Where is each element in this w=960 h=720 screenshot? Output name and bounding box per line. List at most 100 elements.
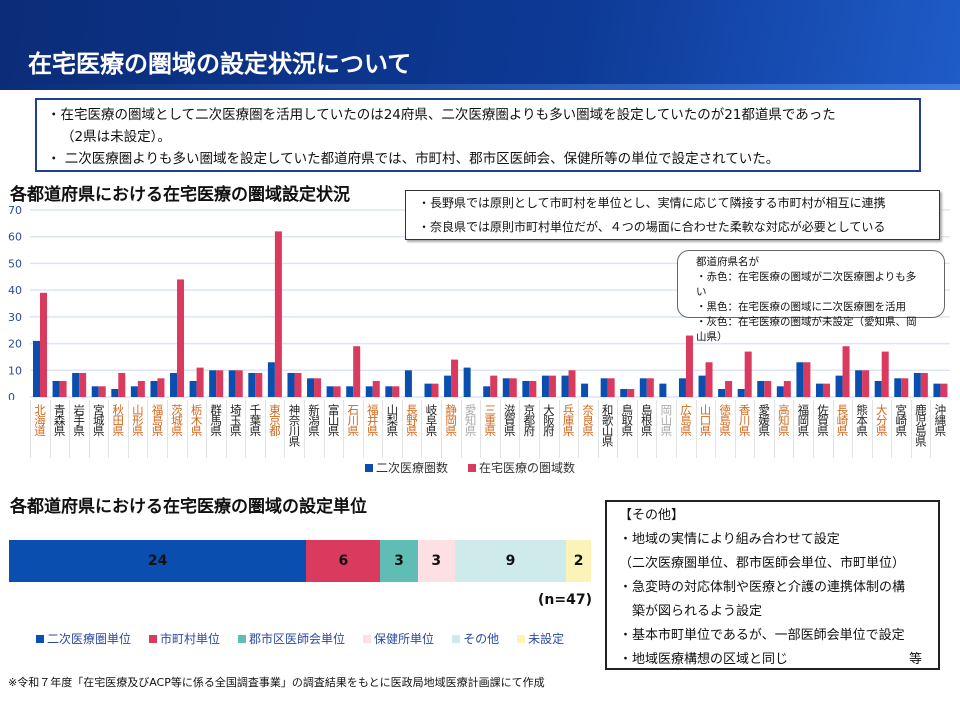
bar-secondary <box>815 383 823 397</box>
bar-home-care <box>803 362 811 397</box>
x-tick-label: 東京都 <box>264 400 284 458</box>
bar-home-care <box>783 380 791 397</box>
bar-secondary <box>698 375 706 397</box>
x-tick-label: 神奈川県 <box>284 400 303 458</box>
x-tick-label: 千葉県 <box>245 400 264 458</box>
bar-secondary <box>483 386 491 397</box>
other-line: ・基本市町単位であるが、一部医師会単位で設定 <box>619 628 905 643</box>
title-strip <box>0 84 960 90</box>
x-tick-label: 奈良県 <box>578 400 597 458</box>
x-tick-label: 長野県 <box>401 400 421 458</box>
bar-home-care <box>157 378 165 397</box>
x-tick-label: 香川県 <box>734 400 754 458</box>
x-tick-label: 沖縄県 <box>930 400 949 458</box>
color-legend-item: ・灰色：在宅医療の圏域が未設定（愛知県、岡山県） <box>696 316 917 343</box>
bar-secondary <box>228 370 236 397</box>
y-tick-label: 30 <box>8 311 22 324</box>
x-tick-label: 愛媛県 <box>754 400 773 458</box>
bar-secondary <box>776 386 784 397</box>
bar-secondary <box>189 380 197 397</box>
bar-home-care <box>353 346 361 397</box>
legend-item: 在宅医療の圏域数 <box>468 459 575 476</box>
x-tick-label: 宮崎県 <box>891 400 910 458</box>
bar-secondary <box>248 372 256 397</box>
bar-secondary <box>170 372 178 397</box>
bar-secondary <box>463 367 471 397</box>
bar-home-care <box>764 380 772 397</box>
bar-home-care <box>509 378 517 397</box>
x-tick-label: 鳥取県 <box>617 400 636 458</box>
bar-home-care <box>881 351 889 397</box>
bar-secondary <box>502 378 510 397</box>
other-line: 築が図られるよう設定 <box>619 604 763 619</box>
x-tick-label: 佐賀県 <box>812 400 832 458</box>
bar-secondary <box>541 375 549 397</box>
x-tick-label: 埼玉県 <box>225 400 245 458</box>
bar-secondary <box>874 380 882 397</box>
bar-secondary <box>365 386 373 397</box>
other-box: 【その他】 ・地域の実情により組み合わせて設定 （二次医療圏単位、郡市医師会単位… <box>605 500 940 670</box>
x-tick-label: 宮城県 <box>88 400 108 458</box>
x-tick-label: 京都府 <box>519 400 538 458</box>
x-tick-label: 広島県 <box>675 400 695 458</box>
bar-home-care <box>627 388 635 397</box>
bar-home-care <box>333 386 341 397</box>
chart-title: 各都道府県における在宅医療の圏域設定状況 <box>10 185 350 205</box>
bar-secondary <box>757 380 765 397</box>
y-tick-label: 10 <box>8 364 22 377</box>
units-legend: 二次医療圏単位 市町村単位 郡市区医師会単位 保健所単位 その他 未設定 <box>36 630 564 647</box>
x-tick-label: 徳島県 <box>715 400 734 458</box>
x-tick-label: 青森県 <box>49 400 69 458</box>
x-tick-label: 山口県 <box>695 400 715 458</box>
bar-secondary <box>150 380 158 397</box>
summary-line: ・在宅医療の圏域として二次医療圏を活用していたのは24府県、二次医療圏よりも多い… <box>47 107 836 123</box>
other-line: ・地域医療構想の区域と同じ等 <box>619 652 922 667</box>
x-tick-label: 北海道 <box>30 400 49 458</box>
bar-home-care <box>705 362 713 397</box>
stack-segment: 9 <box>454 540 567 582</box>
y-tick-label: 50 <box>8 257 22 270</box>
color-legend-item: ・黒色：在宅医療の圏域に二次医療圏を活用 <box>696 301 906 313</box>
bar-secondary <box>835 375 843 397</box>
bar-home-care <box>294 372 302 397</box>
x-tick-label: 群馬県 <box>206 400 225 458</box>
bar-home-care <box>274 231 282 397</box>
bar-home-care <box>490 375 498 397</box>
bar-home-care <box>862 370 870 397</box>
summary-line: （2県は未設定）。 <box>61 129 171 145</box>
x-tick-label: 三重県 <box>480 400 499 458</box>
y-tick-label: 70 <box>8 204 22 217</box>
bar-home-care <box>822 383 830 397</box>
bar-home-care <box>451 359 459 397</box>
x-tick-label: 岩手県 <box>69 400 88 458</box>
bar-home-care <box>137 380 145 397</box>
bar-secondary <box>620 388 628 397</box>
stacked-bar: 24 6 3 3 9 2 <box>9 540 591 582</box>
stack-segment: 3 <box>380 540 418 582</box>
other-line: （二次医療圏単位、郡市医師会単位、市町単位） <box>619 556 906 571</box>
x-tick-label: 兵庫県 <box>558 400 578 458</box>
stack-segment: 6 <box>306 540 381 582</box>
legend-item: その他 <box>452 630 499 647</box>
bar-home-care <box>235 370 243 397</box>
legend-item: 二次医療圏数 <box>365 459 448 476</box>
bar-secondary <box>737 388 745 397</box>
bar-secondary <box>561 375 569 397</box>
bar-home-care <box>392 386 400 397</box>
bar-home-care <box>548 375 556 397</box>
bar-home-care <box>940 383 948 397</box>
x-tick-label: 福岡県 <box>793 400 812 458</box>
bar-secondary <box>639 378 647 397</box>
summary-line: ・ 二次医療圏よりも多い圏域を設定していた都道府県では、市町村、郡市区医師会、保… <box>47 151 780 167</box>
footnote: ※令和７年度「在宅医療及びACP等に係る全国調査事業」の調査結果をもとに医政局地… <box>8 676 545 689</box>
bar-home-care <box>59 380 67 397</box>
bar-secondary <box>581 383 589 397</box>
chart-legend: 二次医療圏数 在宅医療の圏域数 <box>365 459 575 476</box>
bar-secondary <box>385 386 393 397</box>
y-tick-label: 60 <box>8 231 22 244</box>
bar-secondary <box>894 378 902 397</box>
bar-home-care <box>431 383 439 397</box>
bar-home-care <box>314 378 322 397</box>
bar-secondary <box>855 370 863 397</box>
legend-item: 保健所単位 <box>363 630 434 647</box>
